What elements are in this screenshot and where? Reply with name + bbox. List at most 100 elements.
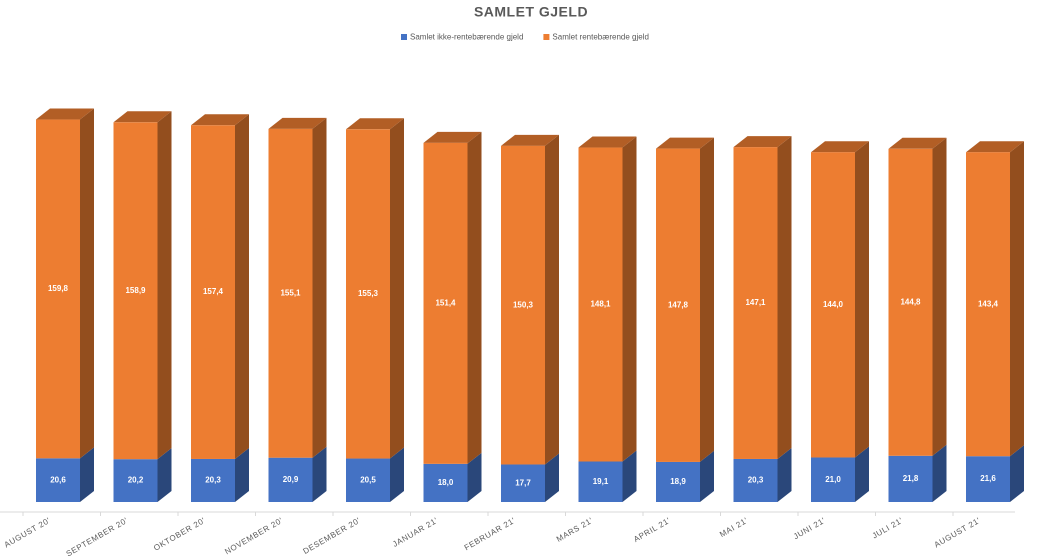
data-label: 151,4 <box>435 298 456 307</box>
bar-side <box>312 117 327 458</box>
bar-side <box>390 447 404 502</box>
data-label: 148,1 <box>590 300 611 309</box>
bar <box>733 458 778 502</box>
bar <box>268 128 313 458</box>
bar-top <box>268 117 327 129</box>
x-tick-label: DESEMBER 20' <box>301 516 362 556</box>
bar-top <box>811 141 869 153</box>
x-tick-label: JANUAR 21' <box>391 516 439 549</box>
bar-side <box>390 118 404 459</box>
bar-side <box>855 446 869 502</box>
bar-side <box>855 141 869 458</box>
bar <box>966 456 1010 502</box>
chart-title: SAMLET GJELD <box>474 4 588 20</box>
x-tick-label: SEPTEMBER 20' <box>65 516 130 558</box>
bar-side <box>777 447 792 502</box>
bar <box>36 458 80 502</box>
x-tick-label: OKTOBER 20' <box>152 516 207 553</box>
bar-side <box>932 444 947 502</box>
data-label: 20,2 <box>128 476 144 485</box>
data-label: 20,9 <box>283 475 299 484</box>
bar <box>191 125 235 459</box>
x-tick-label: JULI 21' <box>871 516 905 541</box>
data-label: 21,6 <box>980 474 996 483</box>
bar-side <box>467 452 482 502</box>
bar-side <box>80 447 94 502</box>
data-label: 21,0 <box>825 475 841 484</box>
x-tick-label: APRIL 21' <box>632 516 672 544</box>
data-label: 159,8 <box>48 284 69 293</box>
bar <box>578 461 623 502</box>
bar-side <box>1010 445 1024 502</box>
bar <box>811 152 855 458</box>
data-label: 150,3 <box>513 300 534 309</box>
bar <box>113 122 158 460</box>
bar <box>656 148 700 462</box>
x-tick-label: NOVEMBER 20' <box>223 516 284 557</box>
x-tick-label: MARS 21' <box>555 516 595 544</box>
x-tick-label: AUGUST 20' <box>3 516 52 550</box>
legend-swatch <box>401 34 407 40</box>
data-label: 18,9 <box>670 477 686 486</box>
bar-top <box>36 108 94 120</box>
bar-side <box>932 137 947 456</box>
bar <box>346 129 390 459</box>
bar-side <box>622 450 637 502</box>
data-label: 17,7 <box>515 478 531 487</box>
bar <box>578 147 623 462</box>
bar <box>656 461 700 502</box>
bar-side <box>157 448 172 502</box>
bar-top <box>501 134 559 146</box>
bar <box>113 459 158 502</box>
bar-top <box>966 141 1024 153</box>
bar-side <box>1010 141 1024 457</box>
legend-label: Samlet ikke-rentebærende gjeld <box>410 33 523 42</box>
bar-top <box>733 136 792 148</box>
bar <box>191 458 235 502</box>
bar-side <box>777 136 792 459</box>
bar <box>888 148 933 456</box>
bar-side <box>80 108 94 459</box>
data-label: 144,0 <box>823 300 844 309</box>
bar-side <box>545 134 559 465</box>
data-label: 21,8 <box>903 474 919 483</box>
x-tick-label: FEBRUAR 21' <box>463 516 517 553</box>
bar-side <box>700 137 714 462</box>
data-label: 155,3 <box>358 289 379 298</box>
data-label: 155,1 <box>280 288 301 297</box>
bar-top <box>346 118 404 130</box>
bar <box>811 457 855 502</box>
bar <box>501 145 545 465</box>
bar-side <box>545 453 559 502</box>
x-tick-label: JUNI 21' <box>792 516 827 541</box>
bar-top <box>578 136 637 148</box>
legend-label: Samlet rentebærende gjeld <box>552 33 649 42</box>
bar <box>268 457 313 502</box>
bar <box>36 119 80 459</box>
data-label: 18,0 <box>438 478 454 487</box>
bar-side <box>467 131 482 464</box>
bar-top <box>113 111 172 123</box>
legend-swatch <box>543 34 550 40</box>
data-label: 20,6 <box>50 475 66 484</box>
data-label: 143,4 <box>978 299 999 308</box>
bar-top <box>888 137 947 149</box>
x-tick-label: AUGUST 21' <box>933 516 982 550</box>
bar <box>501 464 545 502</box>
x-tick-label: MAI 21' <box>718 516 749 539</box>
data-label: 144,8 <box>900 297 921 306</box>
data-label: 20,3 <box>748 476 764 485</box>
bar-side <box>157 111 172 460</box>
bar <box>733 147 778 459</box>
data-label: 19,1 <box>593 477 609 486</box>
bar-side <box>622 136 637 462</box>
bar <box>888 455 933 502</box>
bar <box>346 458 390 502</box>
bar-side <box>312 446 327 502</box>
bar <box>966 152 1010 457</box>
data-label: 20,5 <box>360 475 376 484</box>
bar <box>423 142 468 464</box>
bar-top <box>656 137 714 149</box>
bar <box>423 463 468 502</box>
